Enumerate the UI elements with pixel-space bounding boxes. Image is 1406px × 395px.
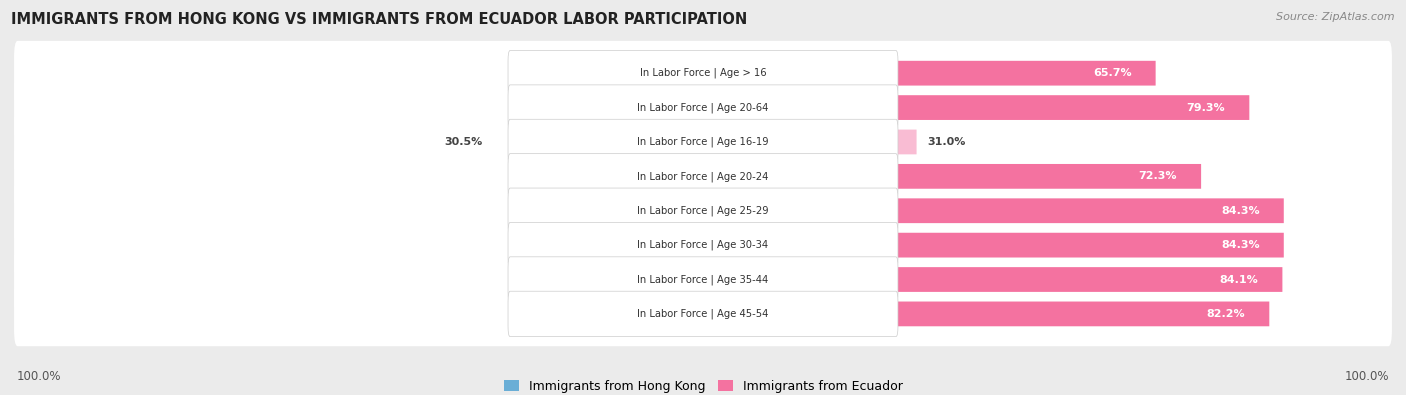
Text: IMMIGRANTS FROM HONG KONG VS IMMIGRANTS FROM ECUADOR LABOR PARTICIPATION: IMMIGRANTS FROM HONG KONG VS IMMIGRANTS … [11,12,748,27]
FancyBboxPatch shape [508,154,898,199]
Text: 79.3%: 79.3% [1187,103,1225,113]
Legend: Immigrants from Hong Kong, Immigrants from Ecuador: Immigrants from Hong Kong, Immigrants fr… [499,375,907,395]
Text: 100.0%: 100.0% [17,370,62,383]
FancyBboxPatch shape [896,164,1201,189]
Text: In Labor Force | Age 35-44: In Labor Force | Age 35-44 [637,274,769,285]
Text: 85.2%: 85.2% [141,275,179,284]
FancyBboxPatch shape [508,188,898,233]
Text: 100.0%: 100.0% [1344,370,1389,383]
Text: In Labor Force | Age 30-34: In Labor Force | Age 30-34 [637,240,769,250]
Text: 31.0%: 31.0% [927,137,966,147]
Text: In Labor Force | Age 16-19: In Labor Force | Age 16-19 [637,137,769,147]
FancyBboxPatch shape [896,267,1282,292]
Text: 82.2%: 82.2% [1206,309,1246,319]
FancyBboxPatch shape [14,213,1392,277]
FancyBboxPatch shape [896,95,1250,120]
Text: 65.7%: 65.7% [274,68,314,78]
Text: In Labor Force | Age 20-24: In Labor Force | Age 20-24 [637,171,769,182]
Text: 72.3%: 72.3% [1139,171,1177,181]
FancyBboxPatch shape [14,41,1392,105]
FancyBboxPatch shape [14,179,1392,243]
FancyBboxPatch shape [896,130,917,154]
FancyBboxPatch shape [896,301,1270,326]
FancyBboxPatch shape [508,51,898,96]
Text: 80.4%: 80.4% [173,103,212,113]
Text: 85.8%: 85.8% [136,240,174,250]
Text: Source: ZipAtlas.com: Source: ZipAtlas.com [1277,12,1395,22]
Text: In Labor Force | Age > 16: In Labor Force | Age > 16 [640,68,766,79]
Text: 84.3%: 84.3% [1220,206,1260,216]
FancyBboxPatch shape [508,119,898,165]
FancyBboxPatch shape [508,257,898,302]
FancyBboxPatch shape [14,247,1392,312]
FancyBboxPatch shape [508,291,898,337]
Text: 85.0%: 85.0% [142,206,180,216]
Text: In Labor Force | Age 20-64: In Labor Force | Age 20-64 [637,102,769,113]
FancyBboxPatch shape [508,222,898,268]
FancyBboxPatch shape [14,75,1392,140]
Text: In Labor Force | Age 25-29: In Labor Force | Age 25-29 [637,205,769,216]
Text: 84.3%: 84.3% [1220,240,1260,250]
Text: 65.7%: 65.7% [1092,68,1132,78]
Text: 84.1%: 84.1% [1219,275,1258,284]
FancyBboxPatch shape [896,61,1156,86]
FancyBboxPatch shape [14,110,1392,174]
FancyBboxPatch shape [896,233,1284,258]
FancyBboxPatch shape [14,144,1392,209]
Text: 30.5%: 30.5% [444,137,482,147]
Text: 71.6%: 71.6% [233,171,273,181]
Text: In Labor Force | Age 45-54: In Labor Force | Age 45-54 [637,308,769,319]
FancyBboxPatch shape [14,282,1392,346]
FancyBboxPatch shape [508,85,898,130]
Text: 83.6%: 83.6% [152,309,190,319]
FancyBboxPatch shape [896,198,1284,223]
